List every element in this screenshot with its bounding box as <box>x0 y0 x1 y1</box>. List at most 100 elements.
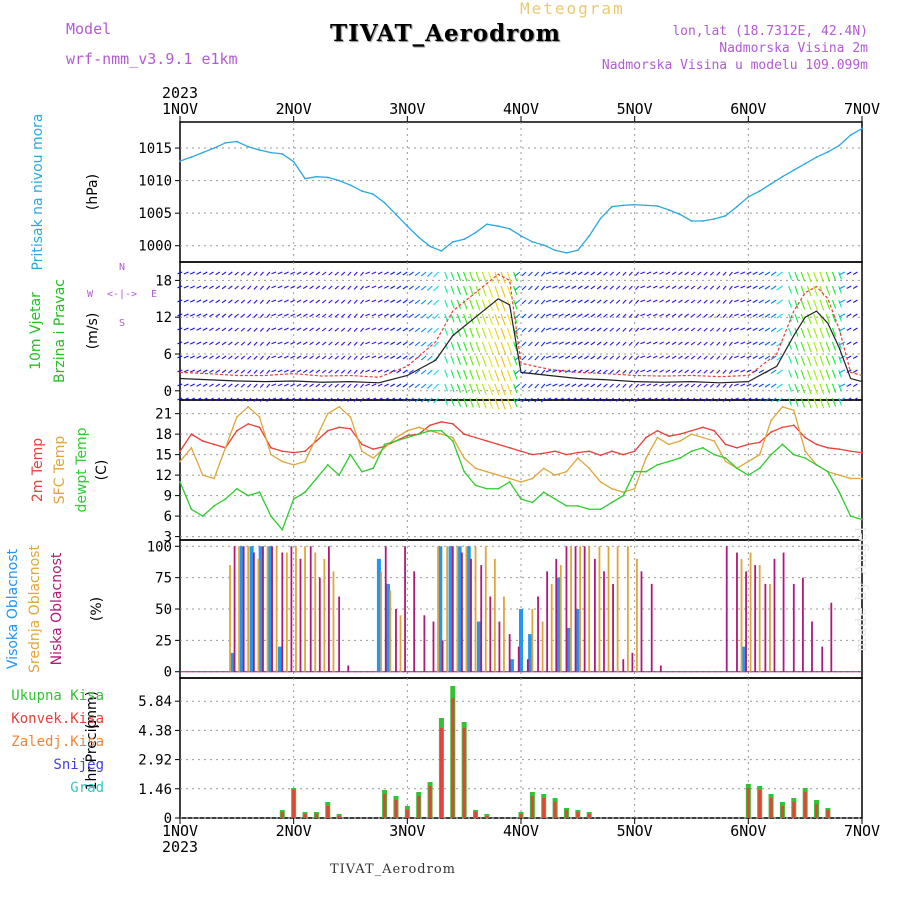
wind-arrow <box>228 341 233 346</box>
wind-arrow <box>302 285 308 289</box>
wind-arrow <box>635 383 640 389</box>
temperature-point <box>849 515 852 517</box>
wind-arrow <box>752 313 758 317</box>
wind-arrow <box>728 299 733 304</box>
wind-arrow <box>302 369 308 373</box>
y-tick-label: 50 <box>155 602 172 618</box>
wind-arrow <box>558 397 564 401</box>
temperature-point <box>349 427 352 430</box>
wind-arrow <box>408 341 414 346</box>
wind-arrow <box>390 327 396 332</box>
temperature-point <box>815 443 818 446</box>
wind-arrow <box>819 341 825 353</box>
wind-arrow <box>813 355 818 367</box>
wind-arrow <box>283 327 289 331</box>
temperature-point <box>451 436 454 439</box>
wind-arrow <box>534 271 540 277</box>
ylabel-mid-cloud: Srednja Oblacnost <box>27 545 43 673</box>
wind-arrow <box>347 313 352 318</box>
wind-arrow <box>684 355 689 360</box>
ylabel-wind-group: 10m Vjetar <box>28 292 44 370</box>
ylabel-wind: 10m Vjetar <box>28 292 44 370</box>
wind-arrow <box>481 383 487 395</box>
ylabel-temp2m: 2m Temp <box>30 438 46 502</box>
wind-arrow <box>377 397 383 401</box>
wind-arrow <box>603 313 608 318</box>
wind-arrow <box>383 383 389 387</box>
wind-arrow <box>221 355 227 360</box>
wind-arrow <box>290 299 296 303</box>
wind-arrow <box>838 341 846 346</box>
wind-arrow <box>283 313 289 317</box>
wind-arrow <box>347 285 352 290</box>
wind-arrow <box>734 341 739 345</box>
wind-arrow <box>590 369 596 374</box>
wind-arrow <box>396 271 402 276</box>
wind-arrow <box>709 341 715 346</box>
wind-arrow <box>813 383 818 395</box>
wind-arrow <box>277 341 283 345</box>
wind-arrow <box>494 383 500 396</box>
wind-arrow <box>752 341 758 345</box>
wind-arrow <box>646 271 652 275</box>
wind-arrow <box>196 271 202 275</box>
pressure-point <box>679 213 682 216</box>
wind-arrow <box>189 271 196 275</box>
dir-legend-arrows: <-|-> <box>107 289 137 300</box>
wind-arrow <box>328 369 333 374</box>
wind-arrow <box>684 313 689 318</box>
wind-arrow <box>846 369 852 373</box>
wind-arrow <box>665 313 671 317</box>
wind-arrow <box>215 327 221 332</box>
wind-arrow <box>776 327 783 333</box>
wind-arrow <box>770 327 777 332</box>
wind-arrow <box>615 383 621 388</box>
wind-arrow <box>353 271 358 276</box>
wind-arrow <box>196 285 202 289</box>
wind-arrow <box>534 355 540 361</box>
wind-arrow <box>622 383 627 388</box>
wind-arrow <box>444 355 449 364</box>
wind-arrow <box>183 299 189 303</box>
station-footer-label: TIVAT_Aerodrom <box>330 862 456 877</box>
wind-arrow <box>277 299 283 303</box>
precip-legend-1: Konvek.Kisa <box>11 711 104 727</box>
wind-arrow <box>433 285 439 292</box>
wind-arrow <box>571 397 577 401</box>
wind-arrow <box>697 369 702 374</box>
wind-arrow <box>340 313 346 318</box>
wind-arrow <box>552 327 558 331</box>
wind-arrow <box>528 383 533 389</box>
wind-arrow <box>347 369 352 374</box>
temperature-point <box>440 433 443 436</box>
wind-arrow <box>500 383 506 396</box>
wind-arrow <box>590 355 596 360</box>
wind-arrow <box>221 397 227 402</box>
wind-arrow <box>183 397 189 401</box>
wind-arrow <box>752 285 758 289</box>
wind-arrow <box>427 341 433 347</box>
wind-arrow <box>469 285 474 296</box>
wind-arrow <box>383 271 389 275</box>
wind-arrow <box>716 327 721 332</box>
wind-arrow <box>603 355 608 360</box>
wind-arrow <box>290 271 296 275</box>
wind-arrow <box>764 341 771 346</box>
wind-arrow <box>628 397 633 402</box>
wind-arrow <box>253 397 258 402</box>
wind-arrow <box>414 299 421 305</box>
wind-arrow <box>652 285 658 289</box>
wind-arrow <box>825 397 831 408</box>
wind-arrow <box>622 271 627 276</box>
wind-arrow <box>622 327 627 332</box>
wind-arrow <box>716 271 721 276</box>
precip-bar <box>462 728 466 818</box>
wind-arrow <box>234 327 239 332</box>
wind-arrow <box>646 397 652 401</box>
wind-arrow <box>794 355 799 365</box>
wind-arrow <box>253 355 258 360</box>
ylabel-pressure-unit-group: (hPa) <box>85 174 101 210</box>
wind-arrow <box>813 313 818 325</box>
y-tick-label: 5.84 <box>138 694 172 710</box>
wind-arrow <box>506 327 512 340</box>
